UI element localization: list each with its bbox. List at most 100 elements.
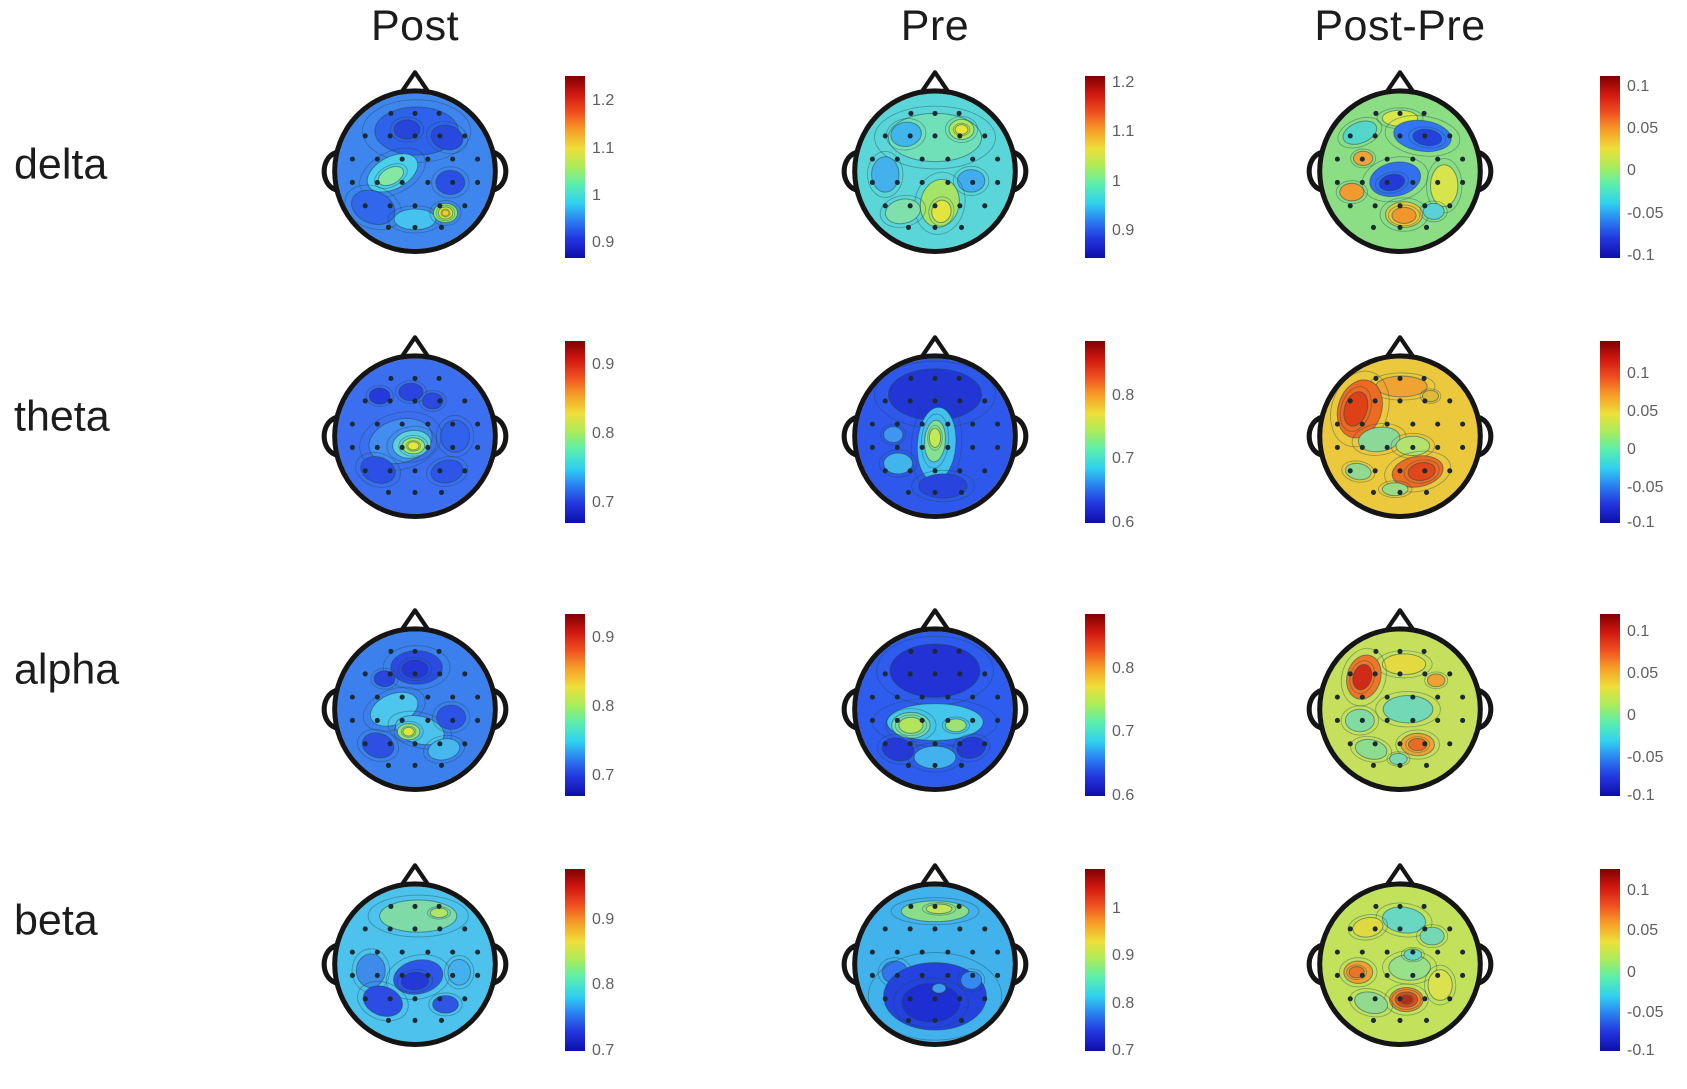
electrode-dot xyxy=(387,133,393,139)
electrode-dot xyxy=(945,949,951,955)
topoplot-beta-post-pre xyxy=(1306,863,1494,1048)
electrode-dot xyxy=(387,996,393,1002)
electrode-dot xyxy=(450,179,456,185)
electrode-dot xyxy=(374,179,380,185)
electrode-dot xyxy=(1370,762,1377,768)
electrode-dot xyxy=(1384,444,1390,450)
colorbar-tick-label: 0.8 xyxy=(592,698,615,715)
colorbar-tick-label: 0.05 xyxy=(1627,665,1659,682)
colorbar-tick-label: 0.7 xyxy=(592,1042,615,1059)
colorbar-tick-label: -0.05 xyxy=(1627,749,1664,766)
electrode-dot xyxy=(956,903,962,909)
electrode-dot xyxy=(436,110,442,116)
topoplot-delta-post-pre xyxy=(1306,70,1494,255)
electrode-dot xyxy=(475,949,481,955)
electrode-dot xyxy=(462,996,468,1002)
electrode-dot xyxy=(1372,671,1378,677)
electrode-dot xyxy=(1370,489,1377,495)
electrode-dot xyxy=(399,949,405,955)
electrode-dot xyxy=(450,421,456,427)
electrode-dot xyxy=(907,468,913,474)
electrode-dot xyxy=(1359,444,1365,450)
electrode-dot xyxy=(1410,444,1416,450)
ear-left-icon xyxy=(321,943,339,986)
electrode-dot xyxy=(425,179,431,185)
ear-left-icon xyxy=(1306,415,1324,458)
electrode-dot xyxy=(1460,717,1466,723)
colorbar-theta-pre: 0.8 0.7 0.6 xyxy=(1085,341,1134,531)
electrode-dot xyxy=(894,949,900,955)
ear-right-icon xyxy=(1476,688,1494,731)
ear-left-icon xyxy=(1306,943,1324,986)
electrode-dot xyxy=(982,996,988,1002)
colorbar-delta-pre: 1.2 1.1 1 0.9 xyxy=(1085,74,1134,258)
electrode-dot xyxy=(1334,694,1340,700)
electrode-dot xyxy=(399,156,405,162)
electrode-dot xyxy=(1372,133,1378,139)
electrode-dot xyxy=(1397,996,1403,1002)
electrode-dot xyxy=(945,156,951,162)
electrode-dot xyxy=(412,224,418,230)
electrode-dot xyxy=(1435,421,1441,427)
electrode-dot xyxy=(462,398,468,404)
electrode-dot xyxy=(919,444,925,450)
electrode-dot xyxy=(412,203,418,209)
electrode-dot xyxy=(1384,694,1390,700)
electrode-dot xyxy=(945,179,951,185)
colorbar-beta-pre: 1 0.9 0.8 0.7 xyxy=(1085,869,1134,1059)
electrode-dot xyxy=(869,972,875,978)
electrode-dot xyxy=(385,762,392,768)
electrode-dot xyxy=(919,972,925,978)
electrode-dot xyxy=(1397,926,1403,932)
electrode-dot xyxy=(374,972,380,978)
electrode-dot xyxy=(374,444,380,450)
colorbar-tick-label: 0.9 xyxy=(592,356,615,373)
electrode-dot xyxy=(995,972,1001,978)
electrode-dot xyxy=(1397,375,1403,381)
electrode-dot xyxy=(462,671,468,677)
electrode-dot xyxy=(362,926,368,932)
electrode-dot xyxy=(1422,671,1428,677)
colorbar-gradient xyxy=(1085,869,1105,1051)
electrode-dot xyxy=(1384,179,1390,185)
head-outline xyxy=(852,353,1018,520)
electrode-dot xyxy=(1460,694,1466,700)
electrode-dot xyxy=(438,489,445,495)
electrode-dot xyxy=(1384,156,1390,162)
electrode-dot xyxy=(945,972,951,978)
electrode-dot xyxy=(919,421,925,427)
nose-icon xyxy=(398,70,432,95)
topoplot-theta-post xyxy=(321,335,509,520)
electrode-dot xyxy=(1397,762,1403,768)
electrode-dot xyxy=(1347,398,1353,404)
colorbar-tick-label: 0.1 xyxy=(1627,623,1650,640)
electrode-dot xyxy=(945,694,951,700)
ear-left-icon xyxy=(841,415,859,458)
electrode-dot xyxy=(1373,110,1379,116)
topoplot-alpha-pre xyxy=(841,608,1029,793)
colorbar-tick-label: 0.05 xyxy=(1627,922,1659,939)
electrode-dot xyxy=(905,1017,912,1023)
row-label-alpha: alpha xyxy=(14,645,120,694)
electrode-dot xyxy=(1347,926,1353,932)
electrode-dots xyxy=(349,903,481,1023)
electrode-dot xyxy=(1347,671,1353,677)
electrode-dot xyxy=(1372,996,1378,1002)
electrode-dot xyxy=(412,468,418,474)
nose-icon xyxy=(1383,335,1417,360)
electrode-dot xyxy=(869,949,875,955)
colorbar-delta-post: 1.2 1.1 1 0.9 xyxy=(565,76,614,258)
electrode-dot xyxy=(1421,648,1427,654)
electrode-dot xyxy=(412,110,418,116)
head-outline xyxy=(1317,881,1483,1048)
ear-right-icon xyxy=(491,688,509,731)
electrode-dots xyxy=(349,110,481,230)
electrode-dot xyxy=(436,903,442,909)
electrode-dot xyxy=(982,671,988,677)
colorbar-gradient xyxy=(1085,341,1105,523)
electrode-dot xyxy=(412,926,418,932)
electrode-dot xyxy=(907,133,913,139)
electrode-dot xyxy=(908,648,914,654)
electrode-dot xyxy=(882,203,888,209)
